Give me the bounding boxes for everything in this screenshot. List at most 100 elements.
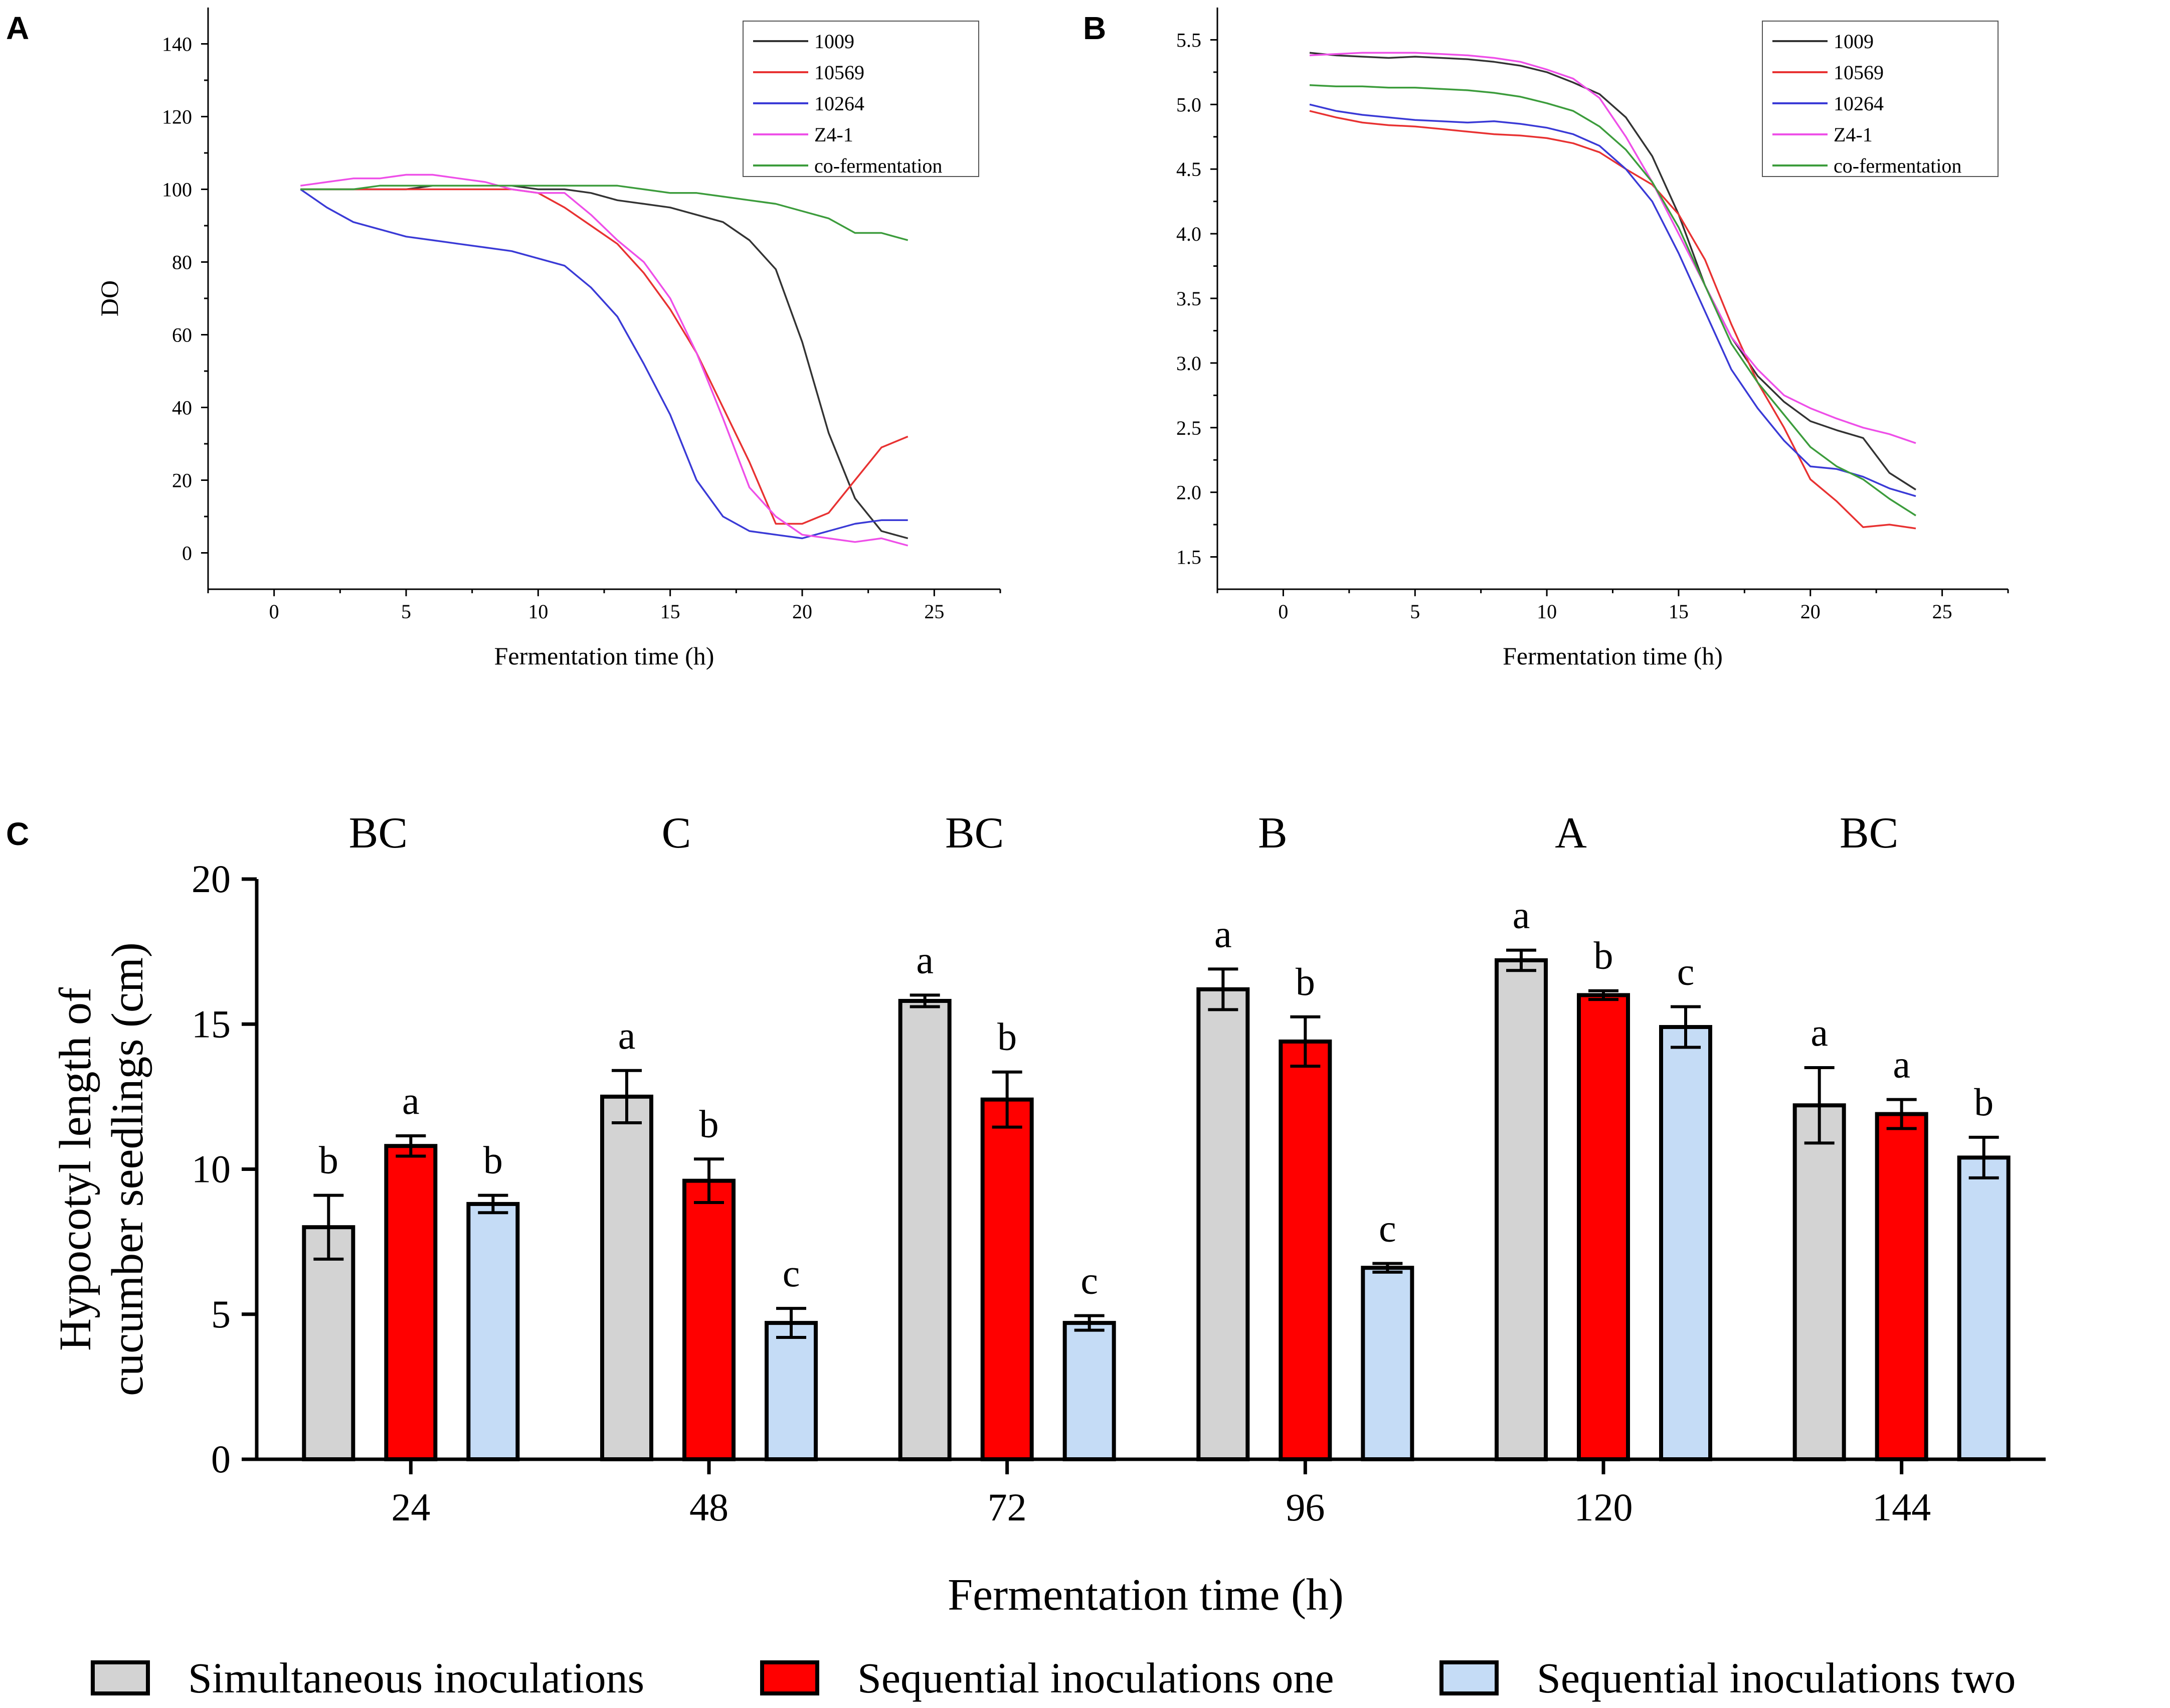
bar-sequential-inoculations-one: [980, 1097, 1034, 1461]
bar-simultaneous-inoculations: [302, 1225, 355, 1461]
series-line-10569: [300, 188, 909, 525]
y-tick-label: 2.0: [1176, 481, 1201, 504]
series-line-10264: [300, 189, 908, 540]
legend-label: 10569: [1834, 61, 1884, 84]
significance-letter: c: [1677, 950, 1695, 993]
x-tick-label: 20: [1800, 600, 1821, 623]
significance-letter: b: [997, 1015, 1017, 1059]
x-tick-label: 120: [1574, 1485, 1633, 1529]
x-tick-label: 5: [1410, 600, 1420, 623]
bar-simultaneous-inoculations: [898, 998, 952, 1461]
bar-sequential-inoculations-one: [1875, 1112, 1928, 1461]
significance-letter: c: [1379, 1207, 1396, 1250]
x-tick-label: 5: [401, 600, 411, 623]
x-tick-label: 0: [1278, 600, 1288, 623]
x-tick-label: 72: [988, 1485, 1027, 1529]
y-tick-label: 10: [192, 1147, 231, 1191]
y-tick-label: 20: [172, 469, 192, 492]
significance-letter: c: [1080, 1259, 1098, 1302]
x-tick-label: 15: [660, 600, 680, 623]
y-tick-label: 5.0: [1176, 93, 1201, 116]
bar-sequential-inoculations-two: [1957, 1155, 2011, 1462]
x-tick-label: 20: [792, 600, 812, 623]
y-tick-label: 60: [172, 324, 192, 347]
bar-simultaneous-inoculations: [600, 1094, 653, 1461]
panel-c-bar-chart: 0 5 10 15 20 Hypocotyl length ofcucumber seed…: [51, 809, 2046, 1702]
bar-sequential-inoculations-two: [1361, 1266, 1414, 1461]
significance-letter: a: [1214, 912, 1232, 955]
bar-sequential-inoculations-one: [1577, 993, 1630, 1461]
significance-letter: a: [618, 1013, 636, 1057]
panel-b-line-chart: 0 5 10 15 20 25 1.5 2.0 2.5 3.0 3.5 4.0 4.5 5.0 5.5 Fer…: [1176, 8, 2009, 670]
x-tick-label: 10: [528, 600, 548, 623]
y-tick-label: 40: [172, 397, 192, 419]
significance-letter: b: [483, 1138, 503, 1182]
series-line-Z4-1: [300, 174, 909, 547]
y-tick-label: 3.5: [1176, 287, 1201, 310]
x-axis-title: Fermentation time (h): [1503, 642, 1723, 670]
y-axis-title-line: Hypocotyl length of: [51, 987, 100, 1351]
x-tick-label: 25: [1932, 600, 1952, 623]
bar-sequential-inoculations-one: [384, 1144, 438, 1461]
panel-label-a: A: [6, 10, 29, 46]
y-tick-label: 0: [211, 1437, 231, 1481]
legend-label: Simultaneous inoculations: [188, 1654, 644, 1702]
y-axis-title-line: cucumber seedlings (cm): [103, 942, 152, 1396]
x-tick-label: 144: [1872, 1485, 1931, 1529]
panel-label-b: B: [1083, 10, 1106, 46]
y-tick-label: 2.5: [1176, 417, 1201, 439]
series-line-10264: [1309, 103, 1916, 497]
panel-label-c: C: [6, 816, 29, 852]
series-line-co-fermentation: [300, 185, 909, 241]
group-significance-letter: BC: [945, 809, 1004, 858]
bar-sequential-inoculations-two: [1659, 1025, 1712, 1461]
y-tick-label: 5.5: [1176, 29, 1201, 51]
y-tick-label: 4.5: [1176, 158, 1201, 181]
significance-letter: a: [402, 1079, 420, 1122]
panel-a-line-chart: 0 5 10 15 20 25 0 20 40 60 80 100 120 140 Fermentation…: [95, 8, 1001, 670]
y-tick-label: 0: [182, 542, 192, 565]
y-axis-title: DO: [95, 280, 123, 316]
significance-letter: a: [1811, 1010, 1828, 1054]
legend-label: Sequential inoculations two: [1537, 1654, 2016, 1702]
y-tick-label: 1.5: [1176, 546, 1201, 569]
legend-box: [1762, 21, 1999, 177]
y-tick-label: 140: [162, 33, 192, 56]
significance-letter: a: [1513, 893, 1530, 937]
x-tick-label: 10: [1537, 600, 1557, 623]
x-axis-title: Fermentation time (h): [494, 642, 714, 670]
legend-label: co-fermentation: [1834, 154, 1961, 177]
x-tick-label: 24: [391, 1485, 430, 1529]
legend: 1009 10569 10264 Z4-1 co-fermentation: [743, 21, 979, 177]
legend-label: 10264: [814, 92, 864, 115]
y-tick-label: 100: [162, 179, 192, 201]
y-axis-title: Hypocotyl length ofcucumber seedlings (c…: [51, 942, 152, 1396]
legend-label: Z4-1: [814, 123, 853, 146]
legend-label: 1009: [814, 30, 854, 53]
x-tick-label: 96: [1286, 1485, 1325, 1529]
legend-label: 10569: [814, 61, 864, 84]
y-tick-label: 20: [192, 857, 231, 901]
legend-box: [743, 21, 979, 177]
x-tick-label: 48: [689, 1485, 729, 1529]
bar-simultaneous-inoculations: [1792, 1103, 1846, 1461]
legend-swatch: [91, 1660, 150, 1695]
significance-letter: b: [699, 1102, 719, 1145]
series-line-co-fermentation: [1309, 84, 1916, 517]
significance-letter: b: [1296, 960, 1315, 1003]
significance-letter: a: [916, 938, 934, 981]
x-tick-label: 25: [924, 600, 944, 623]
x-tick-label: 15: [1669, 600, 1689, 623]
legend-label: 10264: [1834, 92, 1884, 115]
legend: 1009 10569 10264 Z4-1 co-fermentation: [1762, 21, 1999, 177]
x-tick-label: 0: [269, 600, 279, 623]
significance-letter: b: [319, 1138, 338, 1182]
group-significance-letter: C: [662, 809, 691, 858]
group-significance-letter: BC: [349, 809, 408, 858]
group-significance-letter: A: [1555, 809, 1587, 858]
x-axis-title: Fermentation time (h): [948, 1570, 1344, 1620]
significance-letter: c: [783, 1251, 800, 1295]
significance-letter: b: [1594, 934, 1613, 977]
y-tick-label: 15: [192, 1002, 231, 1046]
